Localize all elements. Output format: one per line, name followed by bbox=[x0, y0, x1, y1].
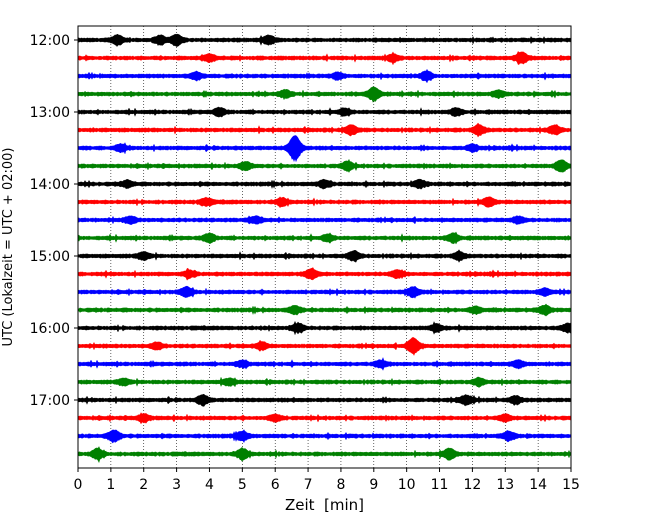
y-tick-label: 16:00 bbox=[30, 321, 70, 337]
x-tick-label: 12 bbox=[463, 477, 481, 493]
x-axis-label: Zeit [min] bbox=[285, 496, 364, 514]
y-tick-label: 13:00 bbox=[30, 105, 70, 121]
x-tick-label: 8 bbox=[336, 477, 345, 493]
y-axis-label: UTC (Lokalzeit = UTC + 02:00) bbox=[1, 148, 16, 347]
x-tick-label: 14 bbox=[529, 477, 547, 493]
x-tick-label: 15 bbox=[562, 477, 580, 493]
y-tick-label: 14:00 bbox=[30, 177, 70, 193]
y-tick-label: 15:00 bbox=[30, 249, 70, 265]
x-tick-label: 1 bbox=[106, 477, 115, 493]
x-tick-label: 3 bbox=[172, 477, 181, 493]
x-tick-label: 9 bbox=[369, 477, 378, 493]
x-tick-label: 0 bbox=[74, 477, 83, 493]
y-tick-label: 12:00 bbox=[30, 33, 70, 49]
y-axis-ticks: 12:00 13:00 14:00 15:00 16:00 17:00 bbox=[30, 33, 78, 409]
x-tick-label: 10 bbox=[398, 477, 416, 493]
seismic-traces bbox=[77, 33, 572, 464]
x-tick-label: 4 bbox=[205, 477, 214, 493]
y-tick-label: 17:00 bbox=[30, 393, 70, 409]
x-tick-label: 5 bbox=[238, 477, 247, 493]
x-tick-label: 2 bbox=[139, 477, 148, 493]
plot-frame bbox=[77, 25, 572, 469]
x-tick-label: 7 bbox=[304, 477, 313, 493]
x-tick-label: 6 bbox=[271, 477, 280, 493]
x-axis-ticks: 0 1 2 3 4 5 6 7 8 9 10 11 12 13 14 15 bbox=[74, 468, 580, 493]
x-tick-label: 13 bbox=[496, 477, 514, 493]
x-tick-label: 11 bbox=[431, 477, 449, 493]
